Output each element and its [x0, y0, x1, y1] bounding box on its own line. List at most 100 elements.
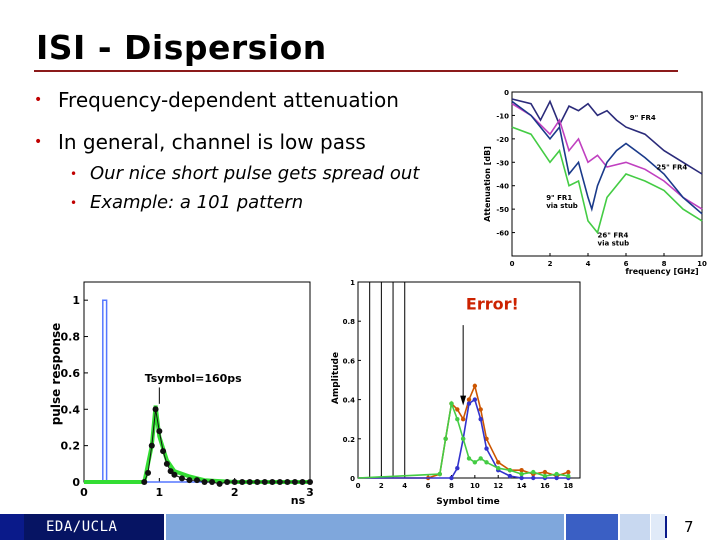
pulse-sample-point — [160, 448, 167, 455]
pulse-sample-point — [216, 480, 223, 487]
pulse-xlabel: ns — [291, 494, 306, 506]
footer-label: EDA/UCLA — [46, 519, 118, 535]
atten-series-line — [511, 126, 703, 235]
bullet-2: • In general, channel is low pass — [34, 130, 366, 154]
amp-error-arrowhead — [460, 395, 467, 406]
amp-series-point — [566, 473, 571, 479]
amp-series-point — [478, 417, 483, 422]
amp-series-point — [566, 469, 571, 475]
pulse-sample-point — [269, 479, 276, 485]
amp-series-point — [455, 407, 460, 412]
amp-series-point — [460, 436, 466, 441]
amp-x-tick-label: 10 — [470, 482, 480, 490]
atten-ylabel: Attenuation [dB] — [483, 146, 492, 222]
amp-series-point — [478, 456, 483, 461]
amp-y-tick-label: 0.6 — [343, 357, 356, 365]
amp-x-tick-label: 14 — [517, 482, 527, 490]
pulse-sample-point — [231, 479, 238, 485]
amp-series-point — [466, 401, 472, 406]
amp-series-point — [466, 456, 472, 461]
atten-y-tick-label: 0 — [504, 89, 509, 97]
atten-y-tick-label: -10 — [496, 112, 509, 120]
amplitude-chart: Amplitude Symbol time 00.20.40.60.810 2 4 6… — [331, 279, 581, 507]
amp-series-point — [449, 401, 454, 406]
atten-x-tick-label: 6 — [624, 260, 629, 268]
pulse-sample-point — [261, 479, 268, 485]
amp-series-point — [554, 471, 559, 477]
amp-series-point — [542, 473, 548, 479]
slide-title: ISI - Dispersion — [36, 28, 327, 67]
pulse-sample-point — [141, 479, 148, 485]
amp-error-annotation: Error! — [466, 294, 519, 313]
pulse-y-tick-label: 0 — [72, 476, 80, 489]
bullet-dot-icon: • — [34, 134, 43, 150]
amp-series-point — [519, 475, 524, 481]
atten-annotation: 9" FR1 — [546, 194, 572, 202]
atten-annotation-line2: via stub — [598, 239, 630, 247]
pulse-y-tick-label: 0.6 — [61, 367, 81, 380]
footer-block-left — [0, 514, 24, 540]
amp-series-point — [484, 460, 489, 465]
pulse-sample-point — [194, 477, 200, 484]
amp-x-tick-label: 8 — [449, 482, 454, 490]
atten-series-line — [511, 100, 703, 215]
bullet-1-text: Frequency-dependent attenuation — [58, 88, 399, 112]
sub-bullet-2: • Example: a 101 pattern — [70, 192, 304, 213]
pulse-x-tick-label: 3 — [306, 486, 314, 499]
footer-bar — [0, 514, 720, 540]
pulse-sample-point — [178, 475, 185, 482]
pulse-sample-point — [224, 479, 231, 485]
atten-annotation: 25" FR4 — [656, 163, 687, 171]
amp-x-tick-label: 6 — [426, 482, 431, 490]
atten-plot-area — [511, 91, 703, 257]
atten-annotation: 26" FR4 — [598, 231, 629, 239]
pulse-x-tick-label: 0 — [80, 486, 88, 499]
pulse-sample-point — [171, 471, 178, 478]
atten-series-line — [511, 98, 703, 175]
amp-series-point — [472, 383, 478, 389]
pulse-sample-point — [307, 479, 313, 485]
amp-x-tick-label: 18 — [563, 482, 573, 490]
amp-series-point — [554, 475, 559, 481]
pulse-sample-point — [148, 442, 155, 449]
pulse-plot-area — [83, 281, 311, 483]
amp-series-point — [443, 436, 448, 441]
atten-y-tick-label: -60 — [496, 230, 509, 238]
amp-series-point — [507, 467, 513, 473]
atten-xlabel: frequency [GHz] — [625, 267, 698, 276]
footer-label-block — [24, 514, 164, 540]
pulse-sample-point — [167, 468, 174, 475]
pulse-sample-point — [246, 479, 253, 485]
atten-x-tick-label: 10 — [697, 260, 707, 268]
pulse-response-chart: pulse response ns 0 0.2 0.4 0.6 0.8 1 0 1 2 3 Tsym… — [49, 281, 314, 506]
atten-x-tick-label: 8 — [662, 260, 667, 268]
amp-plot-area — [357, 281, 581, 479]
pulse-sample-point — [284, 479, 291, 485]
pulse-y-tick-label: 0.8 — [61, 331, 81, 344]
atten-y-tick-label: -50 — [496, 206, 509, 214]
pulse-y-tick-label: 0.4 — [61, 403, 81, 416]
amp-y-tick-label: 0 — [350, 475, 355, 483]
pulse-sample-point — [276, 479, 283, 485]
amp-series-point — [542, 469, 548, 475]
amp-x-tick-label: 16 — [540, 482, 550, 490]
amp-series-point — [496, 460, 501, 465]
bullet-2-text: In general, channel is low pass — [58, 130, 366, 154]
amp-x-tick-label: 0 — [356, 482, 361, 490]
amp-series-point — [519, 467, 524, 473]
amp-series-point — [460, 417, 466, 422]
pulse-sample-point — [152, 406, 159, 413]
amp-ylabel: Amplitude — [331, 352, 341, 404]
atten-y-tick-label: -20 — [496, 136, 509, 144]
amp-series-point — [531, 469, 536, 475]
pulse-y-tick-label: 1 — [72, 294, 80, 307]
amp-series-point — [531, 475, 536, 481]
amp-y-tick-label: 0.8 — [343, 318, 356, 326]
amp-series-point — [519, 471, 524, 477]
sub-bullet-1-text: Our nice short pulse gets spread out — [90, 163, 420, 184]
amp-series-point — [472, 397, 478, 402]
amp-series-point — [455, 466, 460, 471]
atten-annotation: 9" FR4 — [630, 114, 656, 122]
pulse-x-tick-label: 2 — [231, 486, 239, 499]
sub-bullet-2-text: Example: a 101 pattern — [90, 192, 304, 213]
